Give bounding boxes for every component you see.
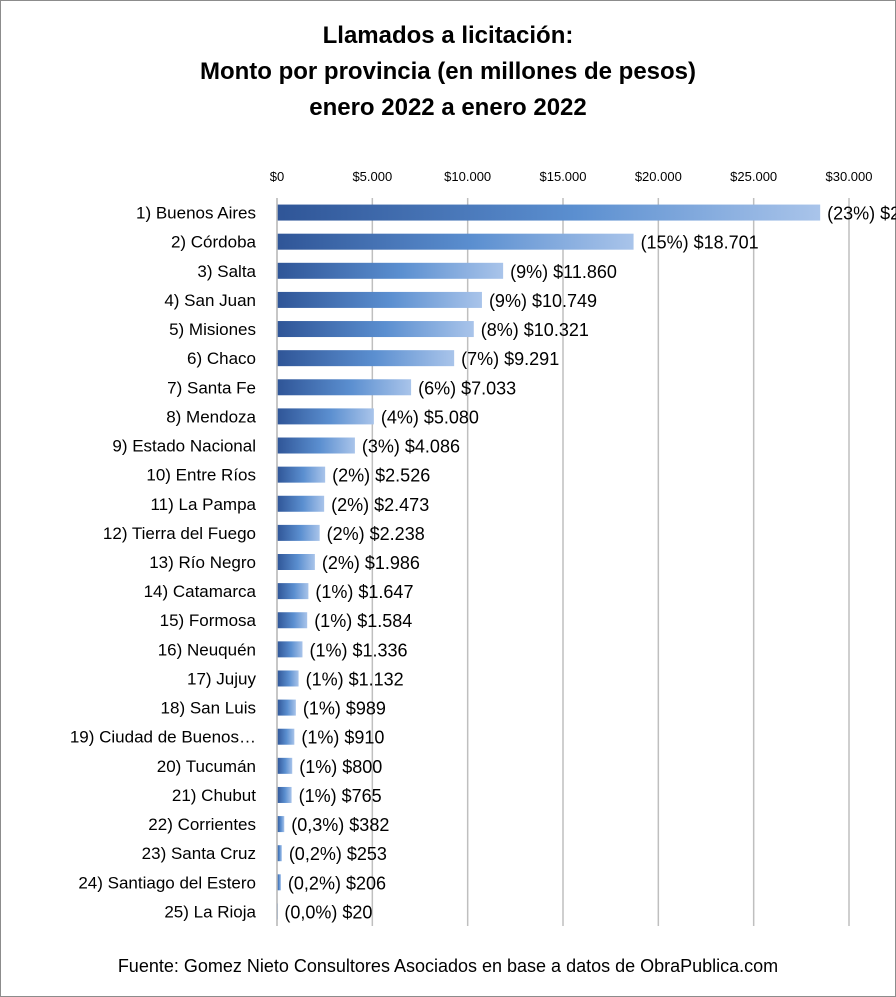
- category-label: 7) Santa Fe: [167, 378, 256, 397]
- bar: [277, 204, 821, 221]
- x-tick-label: $25.000: [730, 169, 777, 184]
- data-label: (3%) $4.086: [362, 437, 460, 457]
- category-label: 5) Misiones: [169, 320, 256, 339]
- bar: [277, 291, 482, 308]
- bar: [277, 786, 292, 803]
- category-label: 8) Mendoza: [166, 407, 256, 426]
- chart-title: Llamados a licitación: Monto por provinc…: [0, 18, 896, 126]
- data-label: (8%) $10.321: [481, 320, 589, 340]
- x-tick-label: $10.000: [444, 169, 491, 184]
- data-label: (1%) $1.336: [309, 640, 407, 660]
- category-label: 10) Entre Ríos: [146, 466, 256, 485]
- chart-title-line-1: Llamados a licitación:: [322, 22, 574, 49]
- data-label: (0,3%) $382: [291, 815, 389, 835]
- source-note: Fuente: Gomez Nieto Consultores Asociado…: [117, 956, 779, 976]
- category-label: 15) Formosa: [160, 611, 257, 630]
- category-label: 6) Chaco: [187, 349, 256, 368]
- bar: [277, 641, 303, 658]
- category-label: 19) Ciudad de Buenos…: [70, 728, 256, 747]
- category-label: 13) Río Negro: [149, 553, 256, 572]
- bar: [277, 233, 634, 250]
- chart-title-line-2: Monto por provincia (en millones de peso…: [199, 58, 697, 85]
- data-label: (0,0%) $20: [284, 902, 372, 922]
- category-label: 4) San Juan: [164, 291, 256, 310]
- data-label: (2%) $2.526: [332, 466, 430, 486]
- bar: [277, 262, 504, 279]
- category-label: 2) Córdoba: [171, 233, 257, 252]
- data-label: (1%) $910: [301, 728, 384, 748]
- category-label: 20) Tucumán: [157, 757, 256, 776]
- bar: [277, 554, 315, 570]
- bar: [277, 408, 374, 425]
- bar: [277, 670, 299, 687]
- data-label: (1%) $765: [299, 786, 382, 806]
- category-label: 12) Tierra del Fuego: [103, 524, 256, 543]
- category-label: 1) Buenos Aires: [136, 204, 256, 223]
- bar: [277, 699, 296, 716]
- category-label: 21) Chubut: [172, 786, 256, 805]
- category-label: 16) Neuquén: [158, 640, 256, 659]
- data-label: (1%) $1.132: [306, 669, 404, 689]
- bar: [277, 321, 474, 338]
- data-label: (4%) $5.080: [381, 407, 479, 427]
- data-label: (6%) $7.033: [418, 378, 516, 398]
- bar: [277, 845, 282, 862]
- category-label: 3) Salta: [197, 262, 256, 281]
- bar: [277, 495, 325, 512]
- category-label: 22) Corrientes: [148, 815, 256, 834]
- data-label: (2%) $2.238: [327, 524, 425, 544]
- bar: [277, 874, 281, 891]
- category-label: 24) Santiago del Estero: [78, 873, 256, 892]
- x-tick-label: $0: [270, 169, 284, 184]
- category-label: 18) San Luis: [161, 699, 256, 718]
- data-label: (1%) $1.647: [315, 582, 413, 602]
- data-label: (2%) $1.986: [322, 553, 420, 573]
- x-tick-label: $5.000: [352, 169, 392, 184]
- chart-title-line-3: enero 2022 a enero 2022: [309, 94, 587, 121]
- bar: [277, 524, 320, 541]
- data-label: (7%) $9.291: [461, 349, 559, 369]
- bar: [277, 816, 285, 833]
- data-label: (1%) $1.584: [314, 611, 412, 631]
- bar: [277, 757, 293, 774]
- category-label: 17) Jujuy: [187, 669, 256, 688]
- bar: [277, 612, 308, 629]
- data-label: (23%) $28.488: [827, 204, 896, 224]
- data-label: (0,2%) $253: [289, 844, 387, 864]
- bar: [277, 379, 412, 396]
- data-label: (15%) $18.701: [641, 233, 759, 253]
- bar: [277, 437, 355, 454]
- category-label: 11) La Pampa: [150, 495, 256, 514]
- bar: [277, 728, 295, 745]
- bar: [277, 466, 326, 483]
- bar: [277, 583, 309, 600]
- bar: [277, 350, 455, 367]
- data-label: (2%) $2.473: [331, 495, 429, 515]
- data-label: (9%) $11.860: [510, 262, 617, 282]
- category-label: 25) La Rioja: [164, 902, 256, 921]
- category-label: 9) Estado Nacional: [112, 437, 256, 456]
- x-tick-label: $15.000: [540, 169, 587, 184]
- data-label: (9%) $10.749: [489, 291, 597, 311]
- data-label: (1%) $989: [303, 699, 386, 719]
- x-tick-label: $30.000: [826, 169, 873, 184]
- data-label: (0,2%) $206: [288, 873, 386, 893]
- category-label: 14) Catamarca: [144, 582, 257, 601]
- category-label: 23) Santa Cruz: [142, 844, 256, 863]
- data-label: (1%) $800: [299, 757, 382, 777]
- x-tick-label: $20.000: [635, 169, 682, 184]
